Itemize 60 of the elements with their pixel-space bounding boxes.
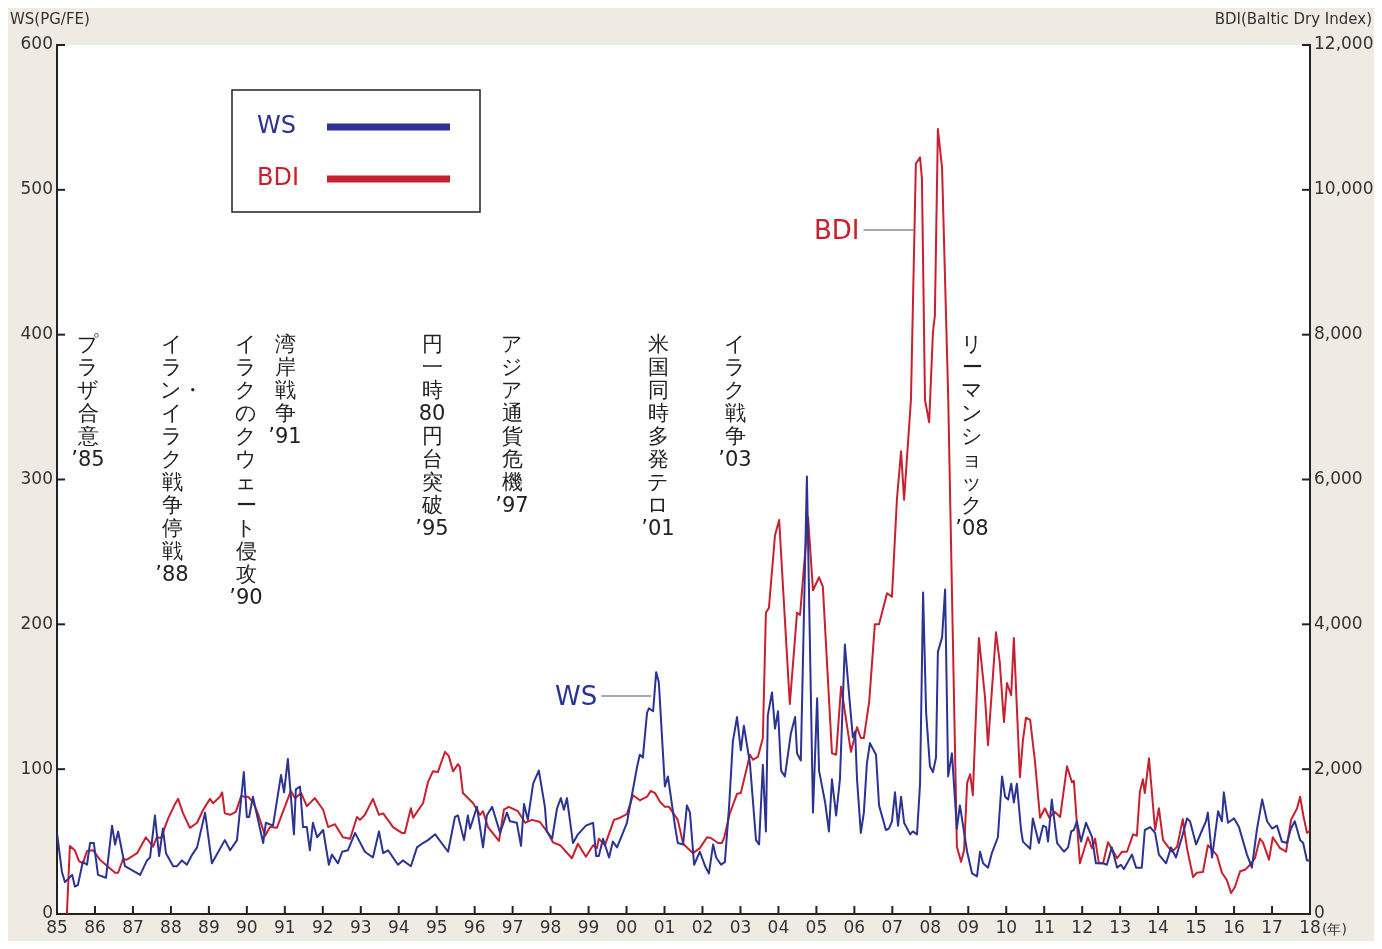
y2-tick-label: 8,000 — [1314, 323, 1363, 344]
y-axis-title: WS(PG/FE) — [10, 9, 90, 28]
annotation: アジア通貨危機’97 — [494, 332, 530, 517]
text: BDI — [814, 214, 860, 246]
x-tick-label: 92 — [311, 916, 334, 937]
x-tick-label: 10 — [995, 916, 1018, 937]
series-label: WS — [555, 680, 598, 712]
x-tick-label: 95 — [425, 916, 448, 937]
x-tick-label: 86 — [84, 916, 106, 937]
x-tick-label: 01 — [653, 916, 676, 937]
annotation: イラク戦争’03 — [717, 332, 753, 471]
x-tick-label: 14 — [1147, 916, 1169, 937]
x-tick-label: 93 — [349, 916, 372, 937]
text: BDI — [257, 163, 300, 192]
text: イラン・イラク戦争停戦’88 — [155, 332, 203, 586]
y-tick-label: 400 — [20, 323, 53, 344]
x-tick-label: 11 — [1033, 916, 1056, 937]
y2-tick-label: 2,000 — [1314, 757, 1363, 778]
text: 米国同時多発テロ’01 — [641, 332, 675, 540]
x-tick-label: 13 — [1109, 916, 1131, 937]
y2-tick-label: 6,000 — [1314, 467, 1363, 488]
x-tick-label: 16 — [1223, 916, 1245, 937]
y-tick-label: 500 — [20, 178, 53, 199]
x-tick-label: 05 — [805, 916, 828, 937]
x-tick-label: 02 — [691, 916, 714, 937]
x-tick-label: 89 — [198, 916, 220, 937]
text: WS — [257, 111, 296, 140]
y-tick-label: 600 — [20, 33, 53, 54]
annotation: 湾岸戦争’91 — [267, 332, 303, 448]
x-axis-title: (年) — [1322, 920, 1347, 937]
x-tick-label: 99 — [577, 916, 600, 937]
x-tick-label: 15 — [1185, 916, 1207, 937]
x-tick-label: 12 — [1071, 916, 1093, 937]
y-tick-label: 300 — [20, 467, 53, 488]
text: 円一時80円台突破’95 — [415, 332, 449, 540]
x-tick-label: 94 — [387, 916, 410, 937]
x-tick-label: 08 — [919, 916, 942, 937]
x-tick-label: 07 — [881, 916, 904, 937]
x-tick-label: 03 — [729, 916, 752, 937]
x-tick-label: 91 — [274, 916, 296, 937]
x-tick-label: 17 — [1261, 916, 1283, 937]
y-tick-label: 200 — [20, 612, 53, 633]
y-tick-label: 100 — [20, 757, 53, 778]
x-tick-label: 04 — [767, 916, 790, 937]
y2-tick-label: 10,000 — [1314, 178, 1374, 199]
x-tick-label: 90 — [236, 916, 258, 937]
text: リーマンショック’08 — [955, 332, 989, 540]
x-tick-label: 98 — [539, 916, 562, 937]
x-tick-label: 88 — [160, 916, 182, 937]
x-tick-label: 96 — [463, 916, 486, 937]
x-tick-label: 06 — [843, 916, 866, 937]
y2-axis-title: BDI(Baltic Dry Index) — [1214, 9, 1372, 28]
x-tick-label: 09 — [957, 916, 980, 937]
y2-tick-label: 12,000 — [1314, 33, 1374, 54]
annotation: プラザ合意’85 — [70, 332, 106, 471]
x-tick-label: 00 — [615, 916, 638, 937]
text: イラクのクウェート侵攻’90 — [229, 332, 263, 609]
y2-tick-label: 4,000 — [1314, 612, 1363, 633]
x-tick-label: 97 — [501, 916, 524, 937]
x-tick-label: 87 — [122, 916, 144, 937]
